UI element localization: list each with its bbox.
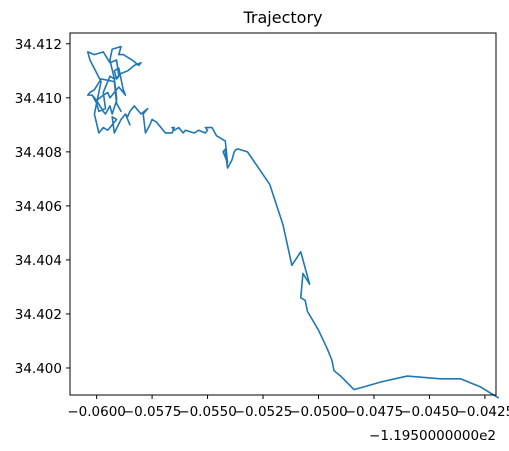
y-tick-label: 34.412 <box>15 37 62 53</box>
y-tick-label: 34.402 <box>15 307 62 323</box>
y-tick-label: 34.404 <box>15 253 62 269</box>
y-tick-label: 34.400 <box>15 361 62 377</box>
x-axis-offset-label: −1.1950000000e2 <box>369 428 496 444</box>
x-tick-label: −0.0550 <box>178 404 237 420</box>
x-tick-label: −0.0600 <box>67 404 126 420</box>
x-tick-label: −0.0525 <box>234 404 293 420</box>
x-tick-label: −0.0575 <box>123 404 182 420</box>
y-tick-label: 34.410 <box>15 91 62 107</box>
x-tick-label: −0.0425 <box>456 404 509 420</box>
series-layer <box>86 45 500 399</box>
chart-title: Trajectory <box>243 8 323 27</box>
axes-frame <box>69 32 497 396</box>
y-tick-label: 34.408 <box>15 145 62 161</box>
x-axis: −0.0600−0.0575−0.0550−0.0525−0.0500−0.04… <box>67 395 509 420</box>
y-axis: 34.400 34.402 34.404 34.406 34.408 34.410 34.4… <box>15 37 70 377</box>
trajectory-line <box>86 45 500 399</box>
x-tick-label: −0.0475 <box>345 404 404 420</box>
x-tick-label: −0.0450 <box>400 404 459 420</box>
y-tick-label: 34.406 <box>15 199 62 215</box>
x-tick-label: −0.0500 <box>289 404 348 420</box>
